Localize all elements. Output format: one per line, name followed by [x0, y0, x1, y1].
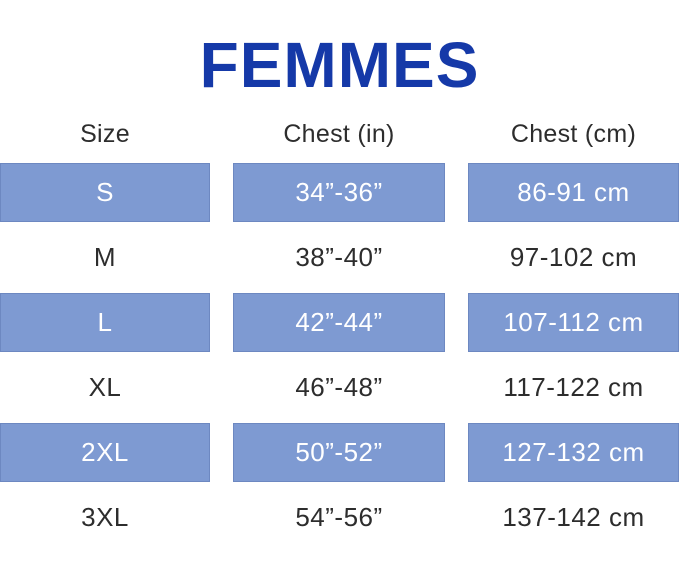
chest-in-cell: 50”-52”: [233, 423, 445, 482]
table-row: M 38”-40” 97-102 cm: [0, 225, 679, 290]
table-row: L 42”-44” 107-112 cm: [0, 290, 679, 355]
chest-in-cell: 42”-44”: [233, 293, 445, 352]
chest-in-cell: 54”-56”: [295, 502, 383, 532]
page-title: FEMMES: [199, 29, 480, 101]
size-cell: M: [93, 242, 117, 272]
table-header-row: Size Chest (in) Chest (cm): [0, 108, 679, 160]
chest-cm-cell: 117-122 cm: [503, 372, 644, 402]
chest-cm-cell: 86-91 cm: [468, 163, 679, 222]
table-row: 3XL 54”-56” 137-142 cm: [0, 485, 679, 550]
size-chart-table: Size Chest (in) Chest (cm) S 34”-36” 86-…: [0, 108, 679, 550]
chest-cm-cell: 127-132 cm: [468, 423, 679, 482]
size-cell: L: [0, 293, 210, 352]
size-cell: XL: [88, 372, 122, 402]
size-cell: 3XL: [81, 502, 129, 532]
size-cell: 2XL: [0, 423, 210, 482]
column-header-chest-cm: Chest (cm): [510, 119, 637, 148]
chest-cm-cell: 107-112 cm: [468, 293, 679, 352]
chest-cm-cell: 137-142 cm: [502, 502, 645, 532]
column-header-chest-in: Chest (in): [283, 119, 395, 148]
table-row: S 34”-36” 86-91 cm: [0, 160, 679, 225]
chest-in-cell: 38”-40”: [295, 242, 383, 272]
table-row: 2XL 50”-52” 127-132 cm: [0, 420, 679, 485]
chest-cm-cell: 97-102 cm: [509, 242, 638, 272]
chest-in-cell: 46”-48”: [295, 372, 383, 402]
column-header-size: Size: [80, 119, 130, 148]
size-cell: S: [0, 163, 210, 222]
table-row: XL 46”-48” 117-122 cm: [0, 355, 679, 420]
chest-in-cell: 34”-36”: [233, 163, 445, 222]
